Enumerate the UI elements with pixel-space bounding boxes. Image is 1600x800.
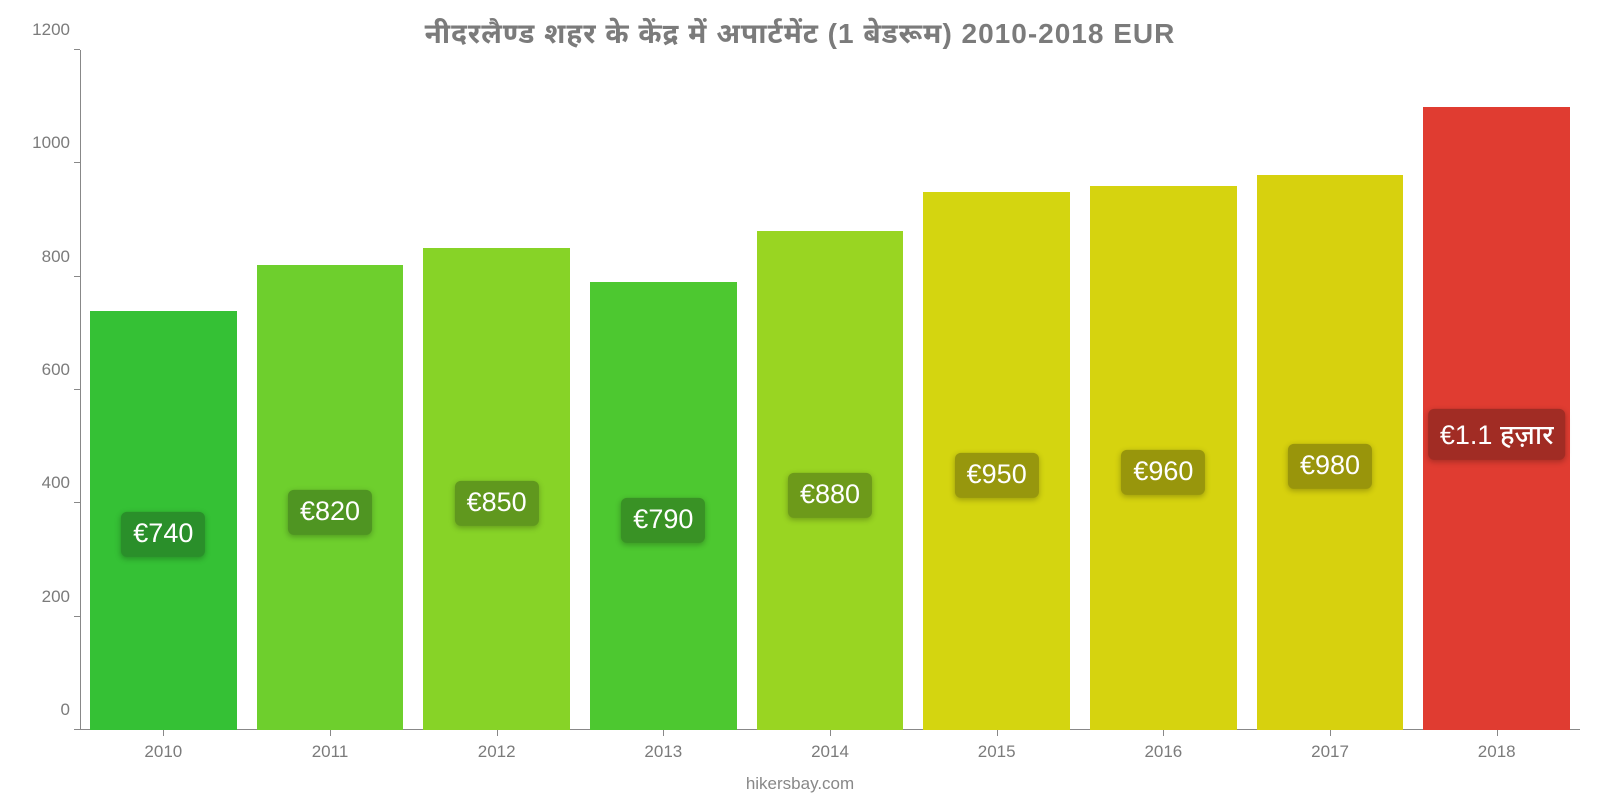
y-tick-label: 400 (20, 473, 70, 493)
bar: €820 (257, 265, 404, 730)
x-tick-label: 2014 (811, 742, 849, 762)
bar: €980 (1257, 175, 1404, 730)
bar: €790 (590, 282, 737, 730)
x-tick-label: 2010 (144, 742, 182, 762)
y-tick-label: 1200 (20, 20, 70, 40)
chart-title: नीदरलैण्ड शहर के केंद्र में अपार्टमेंट (… (0, 0, 1600, 52)
x-tick-mark (997, 730, 998, 736)
bar-value-label: €980 (1288, 444, 1372, 489)
x-tick-label: 2018 (1478, 742, 1516, 762)
y-tick-label: 1000 (20, 133, 70, 153)
bar-slot: €7902013 (580, 50, 747, 730)
x-tick-label: 2017 (1311, 742, 1349, 762)
x-tick-label: 2015 (978, 742, 1016, 762)
bar: €1.1 हज़ार (1423, 107, 1570, 730)
bar-slot: €9502015 (913, 50, 1080, 730)
bar-value-label: €880 (788, 473, 872, 518)
y-tick-label: 800 (20, 247, 70, 267)
bar-value-label: €740 (121, 512, 205, 557)
bar-slot: €8802014 (747, 50, 914, 730)
y-tick-label: 0 (20, 700, 70, 720)
y-tick-label: 200 (20, 587, 70, 607)
x-tick-label: 2013 (644, 742, 682, 762)
bar-value-label: €790 (621, 498, 705, 543)
x-tick-label: 2012 (478, 742, 516, 762)
bar-value-label: €850 (455, 481, 539, 526)
x-tick-mark (663, 730, 664, 736)
bar-slot: €9602016 (1080, 50, 1247, 730)
chart-container: नीदरलैण्ड शहर के केंद्र में अपार्टमेंट (… (0, 0, 1600, 800)
x-tick-label: 2011 (312, 742, 349, 762)
bar: €880 (757, 231, 904, 730)
x-tick-mark (330, 730, 331, 736)
bar: €950 (923, 192, 1070, 730)
plot-area: 020040060080010001200 €7402010€8202011€8… (80, 50, 1580, 730)
bar: €740 (90, 311, 237, 730)
bar-value-label: €960 (1121, 450, 1205, 495)
y-tick-label: 600 (20, 360, 70, 380)
bar-slot: €1.1 हज़ार2018 (1413, 50, 1580, 730)
x-tick-mark (163, 730, 164, 736)
bar-slot: €8502012 (413, 50, 580, 730)
bar-slot: €7402010 (80, 50, 247, 730)
bar-slot: €9802017 (1247, 50, 1414, 730)
x-tick-label: 2016 (1144, 742, 1182, 762)
x-tick-mark (830, 730, 831, 736)
x-tick-mark (1163, 730, 1164, 736)
bar: €960 (1090, 186, 1237, 730)
bars-group: €7402010€8202011€8502012€7902013€8802014… (80, 50, 1580, 730)
x-tick-mark (1330, 730, 1331, 736)
bar-value-label: €1.1 हज़ार (1428, 409, 1566, 460)
x-tick-mark (497, 730, 498, 736)
footer-credit: hikersbay.com (0, 774, 1600, 794)
bar-value-label: €820 (288, 490, 372, 535)
bar-slot: €8202011 (247, 50, 414, 730)
x-tick-mark (1497, 730, 1498, 736)
bar-value-label: €950 (955, 453, 1039, 498)
bar: €850 (423, 248, 570, 730)
